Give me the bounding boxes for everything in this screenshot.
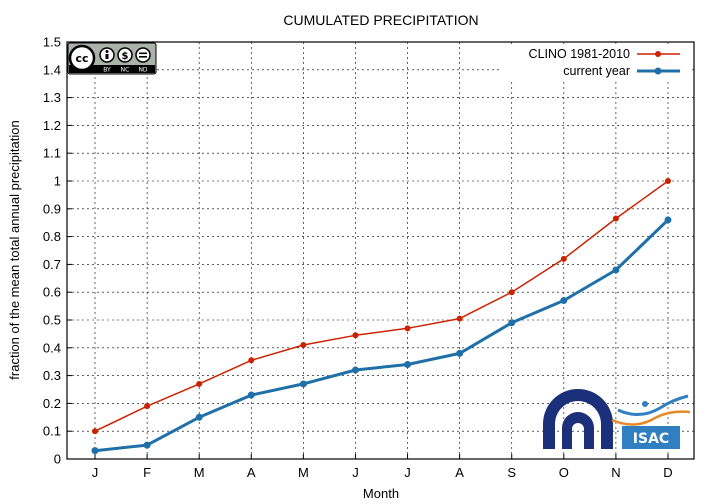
isac-logo: ISAC xyxy=(611,394,691,449)
y-tick-label: 1.5 xyxy=(43,35,61,50)
data-point-current-year xyxy=(299,380,307,388)
x-tick-label: D xyxy=(663,465,672,480)
y-tick-label: 1.4 xyxy=(43,62,61,77)
x-tick-label: A xyxy=(455,465,464,480)
cnr-logo xyxy=(543,389,613,449)
y-tick-label: 0.6 xyxy=(43,285,61,300)
plot-frame xyxy=(66,41,695,460)
legend-label-current-year: current year xyxy=(563,64,630,78)
legend: CLINO 1981-2010 current year xyxy=(500,44,690,82)
y-tick-label: 0.7 xyxy=(43,257,61,272)
cnr-logo-inner-arc xyxy=(562,412,594,449)
x-tick-label: A xyxy=(247,465,256,480)
isac-swirl-icon xyxy=(617,394,689,416)
x-tick-label: M xyxy=(298,465,309,480)
nc-icon xyxy=(117,47,133,63)
x-tick-label: S xyxy=(507,465,516,480)
data-point-clino-1981-2010 xyxy=(144,403,151,410)
y-tick-label: 1.3 xyxy=(43,90,61,105)
cc-icon xyxy=(68,44,96,72)
y-tick-label: 0 xyxy=(54,452,61,467)
nc-icon-glyph: $ xyxy=(122,51,129,62)
data-point-current-year xyxy=(404,360,412,368)
data-point-clino-1981-2010 xyxy=(560,255,567,262)
data-point-clino-1981-2010 xyxy=(404,325,411,332)
data-point-clino-1981-2010 xyxy=(248,357,255,364)
y-tick-label: 1 xyxy=(54,174,61,189)
series-layer xyxy=(91,178,672,455)
cc-license-badge: cc $ BY NC ND xyxy=(67,42,157,75)
data-point-current-year xyxy=(456,349,464,357)
isac-logo-text: ISAC xyxy=(633,431,669,447)
data-point-clino-1981-2010 xyxy=(92,428,98,435)
legend-background xyxy=(500,44,690,82)
legend-marker-clino xyxy=(655,51,661,57)
x-tick-label: J xyxy=(404,465,411,480)
cnr-logo-outer-arc xyxy=(543,389,613,449)
nd-icon-bar-bottom xyxy=(139,56,147,58)
data-point-current-year xyxy=(612,266,620,274)
nd-icon xyxy=(135,47,151,63)
x-tick-label: M xyxy=(194,465,205,480)
data-point-current-year xyxy=(508,319,516,327)
x-tick-label: F xyxy=(143,465,151,480)
data-point-current-year xyxy=(143,441,151,449)
x-tick-label: J xyxy=(352,465,359,480)
data-point-clino-1981-2010 xyxy=(352,332,359,339)
cc-icon-glyph: cc xyxy=(75,52,88,65)
data-point-current-year xyxy=(195,413,203,421)
y-tick-label: 0.4 xyxy=(43,340,61,355)
cc-label-nc: NC xyxy=(121,67,130,74)
y-tick-label: 0.1 xyxy=(43,424,61,439)
x-tick-label: N xyxy=(611,465,620,480)
x-tick-label: J xyxy=(92,465,99,480)
y-tick-label: 1.2 xyxy=(43,118,61,133)
data-point-current-year xyxy=(560,297,568,305)
data-point-clino-1981-2010 xyxy=(456,315,463,322)
series-line-clino-1981-2010 xyxy=(94,180,669,432)
chart-title: CUMULATED PRECIPITATION xyxy=(283,12,478,28)
data-point-clino-1981-2010 xyxy=(665,178,671,184)
y-tick-label: 0.9 xyxy=(43,201,61,216)
series-line-current-year xyxy=(94,218,670,453)
isac-wave-icon xyxy=(611,410,691,426)
isac-banner xyxy=(622,426,680,449)
cc-label-by: BY xyxy=(103,67,111,74)
y-tick-label: 0.8 xyxy=(43,229,61,244)
data-point-current-year xyxy=(247,391,255,399)
cc-label-nd: ND xyxy=(138,67,147,74)
legend-marker-current-year xyxy=(654,67,662,75)
data-point-current-year xyxy=(351,366,359,374)
by-icon-head xyxy=(105,50,109,53)
by-icon-body xyxy=(105,54,109,59)
data-point-clino-1981-2010 xyxy=(300,342,307,349)
y-tick-label: 0.2 xyxy=(43,396,61,411)
x-tick-label: O xyxy=(559,465,569,480)
legend-label-clino: CLINO 1981-2010 xyxy=(529,47,631,61)
data-point-clino-1981-2010 xyxy=(612,215,619,222)
y-tick-label: 0.5 xyxy=(43,313,61,328)
y-axis-label: fraction of the mean total annual precip… xyxy=(7,120,22,379)
nd-icon-bar-top xyxy=(139,52,147,55)
y-tick-label: 0.3 xyxy=(43,368,61,383)
data-point-current-year xyxy=(91,447,99,455)
y-tick-label: 1.1 xyxy=(43,146,61,161)
data-point-clino-1981-2010 xyxy=(196,380,203,387)
data-point-current-year xyxy=(664,216,672,224)
isac-dot-icon xyxy=(642,401,648,407)
cc-badge-band xyxy=(69,65,155,73)
data-point-clino-1981-2010 xyxy=(508,289,515,296)
x-axis-label: Month xyxy=(363,486,399,501)
y-tick-labels: 0 0.1 0.2 0.3 0.4 0.5 0.6 0.7 0.8 0.9 1 1.1 1.2 1.3 1.… xyxy=(43,35,61,467)
